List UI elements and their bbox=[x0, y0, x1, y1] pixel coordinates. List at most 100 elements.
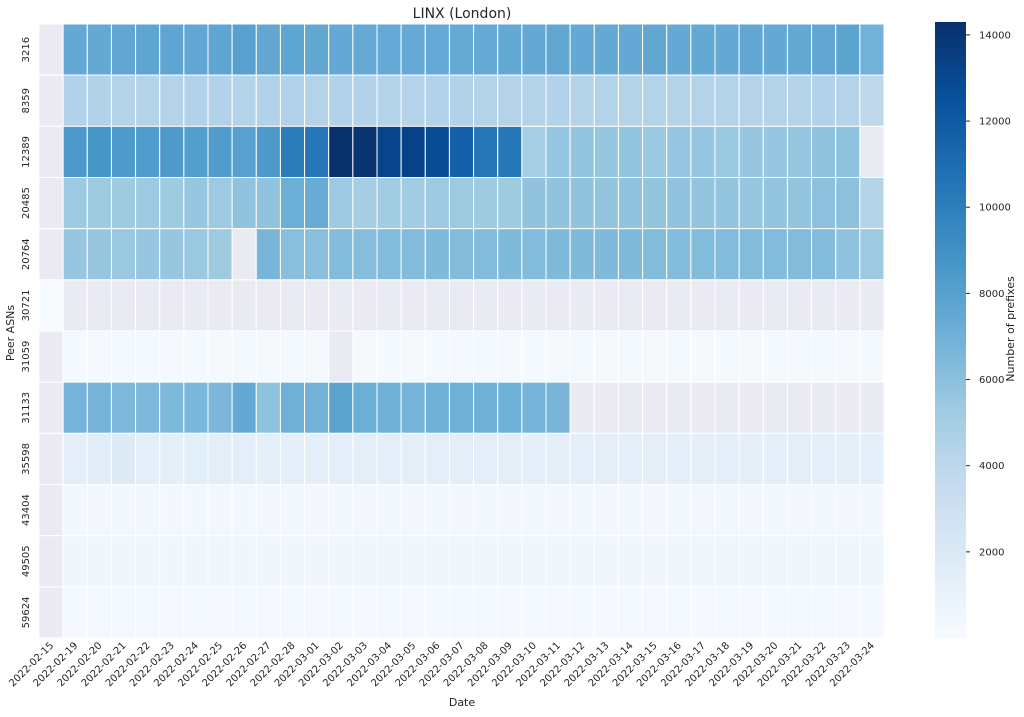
heatmap-cell bbox=[859, 228, 885, 281]
heatmap-cell bbox=[38, 330, 64, 383]
heatmap-cell bbox=[738, 74, 764, 127]
heatmap-cell bbox=[762, 381, 788, 434]
heatmap-cell bbox=[448, 228, 475, 281]
heatmap-cell bbox=[352, 330, 378, 383]
heatmap-cell bbox=[714, 228, 740, 281]
heatmap-cell bbox=[376, 484, 402, 537]
heatmap-cell bbox=[376, 177, 402, 230]
heatmap-cell bbox=[135, 586, 161, 639]
heatmap-cell bbox=[786, 330, 813, 383]
heatmap-cell bbox=[497, 535, 523, 588]
heatmap-cell bbox=[279, 381, 306, 434]
heatmap-cell bbox=[279, 177, 306, 230]
heatmap-cell bbox=[86, 228, 112, 281]
heatmap-cell bbox=[497, 330, 523, 383]
heatmap-cell bbox=[666, 535, 692, 588]
heatmap-cell bbox=[786, 125, 813, 178]
heatmap-cell bbox=[376, 125, 402, 178]
heatmap-cell bbox=[762, 228, 788, 281]
heatmap-cell bbox=[811, 279, 837, 332]
heatmap-cell bbox=[279, 279, 306, 332]
heatmap-cell bbox=[473, 125, 499, 178]
heatmap-cell bbox=[159, 74, 185, 127]
heatmap-cell bbox=[617, 381, 644, 434]
heatmap-cell bbox=[762, 330, 788, 383]
heatmap-cell bbox=[859, 125, 885, 178]
heatmap-cells bbox=[38, 23, 885, 639]
heatmap-cell bbox=[738, 177, 764, 230]
heatmap-cell bbox=[545, 535, 571, 588]
heatmap-cell bbox=[207, 586, 233, 639]
heatmap-cell bbox=[231, 535, 257, 588]
heatmap-cell bbox=[352, 279, 378, 332]
heatmap-cell bbox=[569, 228, 595, 281]
heatmap-cell bbox=[642, 228, 668, 281]
heatmap-cell bbox=[593, 125, 619, 178]
heatmap-cell bbox=[545, 23, 571, 76]
heatmap-cell bbox=[400, 484, 426, 537]
heatmap-cell bbox=[304, 23, 330, 76]
heatmap-cell bbox=[279, 74, 306, 127]
heatmap-cell bbox=[569, 177, 595, 230]
y-tick-label: 59624 bbox=[21, 597, 32, 629]
heatmap-cell bbox=[473, 586, 499, 639]
heatmap-cell bbox=[593, 484, 619, 537]
heatmap-cell bbox=[448, 279, 475, 332]
heatmap-cell bbox=[714, 381, 740, 434]
heatmap-cell bbox=[135, 330, 161, 383]
heatmap-cell bbox=[255, 228, 281, 281]
heatmap-cell bbox=[376, 23, 402, 76]
heatmap-cell bbox=[569, 381, 595, 434]
heatmap-cell bbox=[521, 330, 547, 383]
heatmap-cell bbox=[159, 432, 185, 485]
heatmap-cell bbox=[86, 177, 112, 230]
heatmap-cell bbox=[835, 381, 861, 434]
heatmap-cell bbox=[521, 125, 547, 178]
heatmap-cell bbox=[448, 125, 475, 178]
heatmap-cell bbox=[738, 279, 764, 332]
heatmap-cell bbox=[424, 586, 450, 639]
heatmap-cell bbox=[738, 228, 764, 281]
heatmap-cell bbox=[642, 23, 668, 76]
heatmap-cell bbox=[376, 586, 402, 639]
heatmap-cell bbox=[376, 432, 402, 485]
heatmap-cell bbox=[231, 381, 257, 434]
y-tick-label: 30721 bbox=[21, 290, 32, 322]
heatmap-cell bbox=[835, 125, 861, 178]
heatmap-cell bbox=[424, 381, 450, 434]
heatmap-cell bbox=[666, 484, 692, 537]
heatmap-cell bbox=[304, 586, 330, 639]
heatmap-cell bbox=[593, 23, 619, 76]
x-tick-labels: 2022-02-152022-02-192022-02-202022-02-21… bbox=[7, 640, 877, 689]
heatmap-cell bbox=[521, 586, 547, 639]
heatmap-cell bbox=[593, 228, 619, 281]
heatmap-cell bbox=[207, 125, 233, 178]
y-tick-labels: 3216 8359 12389 20485 20764 30721 31059 31133 35… bbox=[21, 37, 32, 628]
heatmap-cell bbox=[666, 228, 692, 281]
heatmap-cell bbox=[400, 177, 426, 230]
heatmap-cell bbox=[328, 432, 354, 485]
heatmap-cell bbox=[521, 484, 547, 537]
heatmap-cell bbox=[593, 279, 619, 332]
colorbar-tick-label: 4000 bbox=[979, 461, 1004, 472]
heatmap-cell bbox=[835, 330, 861, 383]
heatmap-cell bbox=[424, 228, 450, 281]
heatmap-cell bbox=[304, 330, 330, 383]
heatmap-cell bbox=[110, 330, 137, 383]
heatmap-cell bbox=[328, 381, 354, 434]
heatmap-cell bbox=[62, 432, 88, 485]
heatmap-cell bbox=[714, 177, 740, 230]
heatmap-cell bbox=[497, 381, 523, 434]
heatmap-cell bbox=[135, 381, 161, 434]
heatmap-cell bbox=[835, 586, 861, 639]
heatmap-cell bbox=[521, 535, 547, 588]
heatmap-cell bbox=[811, 586, 837, 639]
heatmap-cell bbox=[400, 586, 426, 639]
heatmap-cell bbox=[352, 74, 378, 127]
heatmap-cell bbox=[642, 586, 668, 639]
heatmap-cell bbox=[642, 125, 668, 178]
heatmap-cell bbox=[738, 586, 764, 639]
heatmap-cell bbox=[617, 228, 644, 281]
heatmap-cell bbox=[207, 330, 233, 383]
